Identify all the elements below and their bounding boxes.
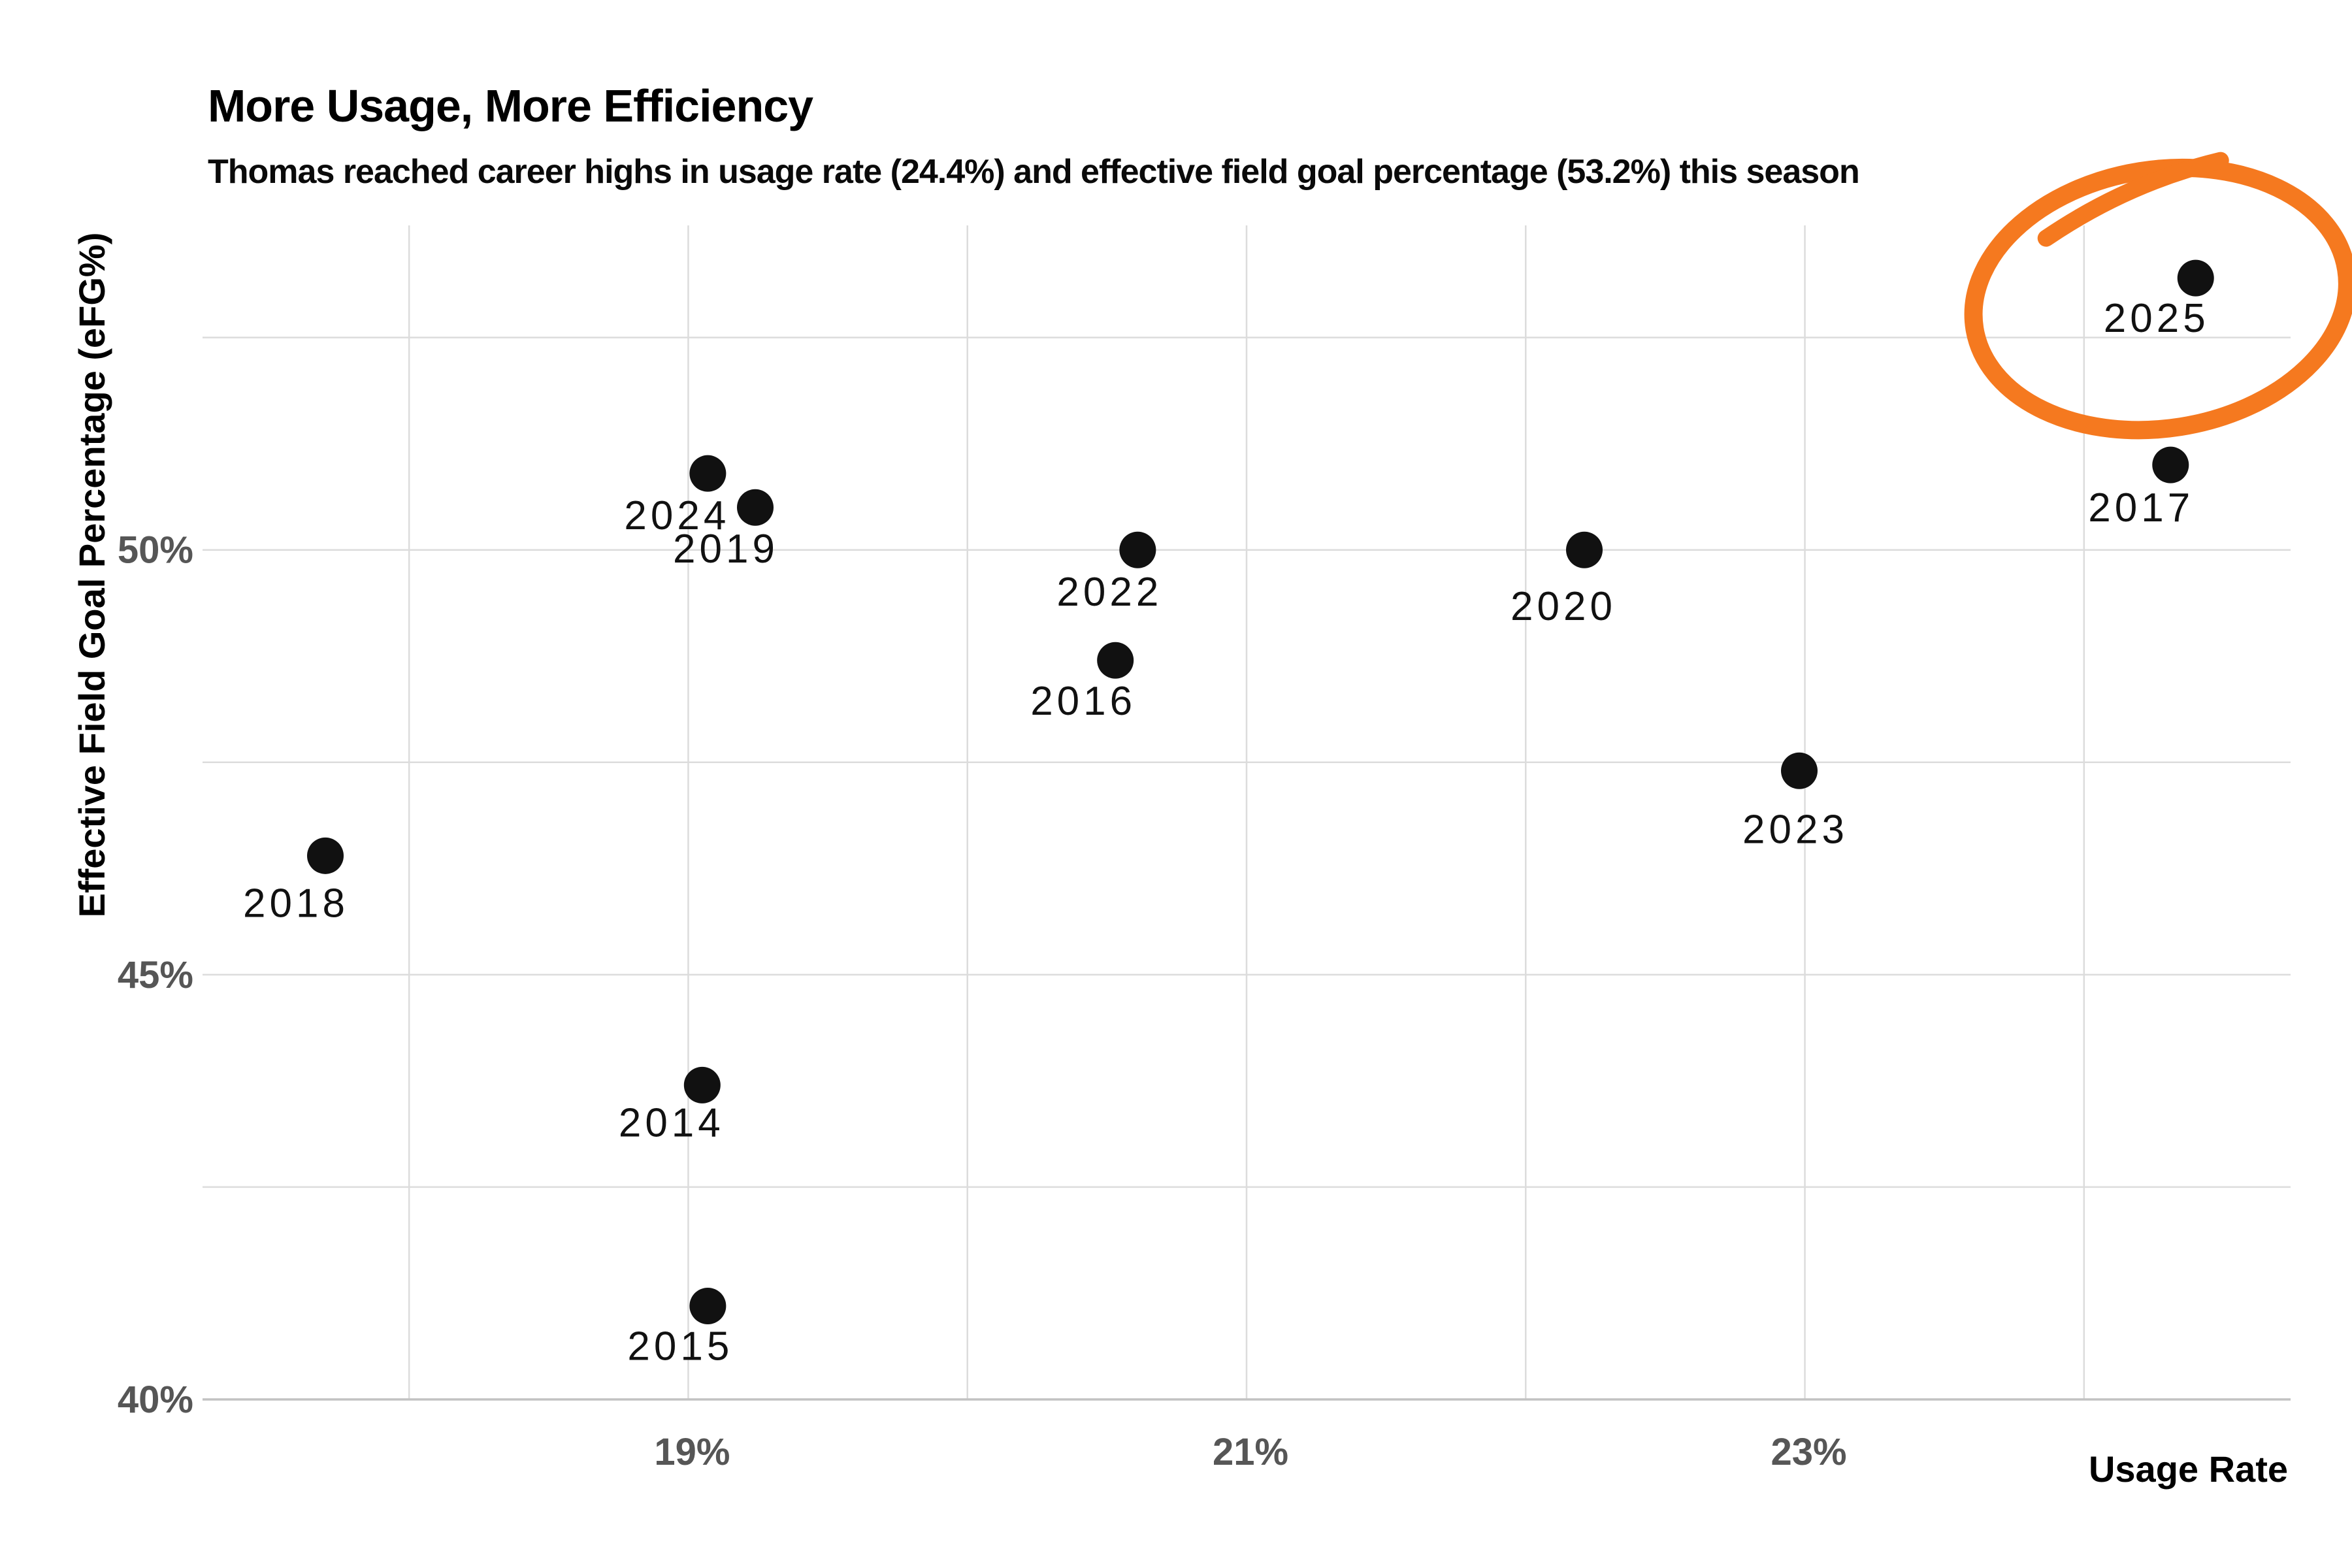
chart-title: More Usage, More Efficiency [208, 80, 813, 131]
data-point-2019 [737, 489, 774, 526]
hand-drawn-circle-annotation [1964, 158, 2352, 440]
y-tick-label: 45% [118, 954, 193, 996]
data-point-2016 [1097, 642, 1134, 679]
data-point-2022 [1119, 531, 1156, 568]
tick-layer: 19% 21% 23% 40% 45% 50% [118, 529, 1847, 1473]
y-tick-label: 50% [118, 529, 193, 572]
data-point-2015 [689, 1287, 727, 1324]
data-point-2017 [2152, 446, 2189, 483]
data-point-2018 [307, 837, 344, 874]
point-label-2019: 2019 [673, 527, 779, 572]
y-tick-label: 40% [118, 1379, 193, 1421]
x-tick-label: 21% [1213, 1431, 1288, 1473]
data-point-2023 [1781, 752, 1818, 789]
chart-subtitle: Thomas reached career highs in usage rat… [208, 153, 1859, 191]
x-axis-title: Usage Rate [2089, 1448, 2288, 1490]
data-point-2024 [689, 455, 727, 492]
point-label-2024: 2024 [624, 493, 730, 538]
point-label-2016: 2016 [1030, 679, 1136, 724]
point-label-2018: 2018 [243, 881, 349, 926]
point-label-2025: 2025 [2104, 296, 2210, 341]
annotation-layer [1964, 152, 2352, 440]
point-label-2014: 2014 [619, 1100, 725, 1145]
data-point-2020 [1566, 531, 1603, 568]
points-layer: 2014 2015 2016 2017 2018 2019 2020 2022 2023 2024… [243, 259, 2214, 1369]
x-tick-label: 19% [654, 1431, 730, 1473]
point-label-2023: 2023 [1742, 807, 1848, 852]
point-label-2020: 2020 [1511, 584, 1616, 629]
point-label-2015: 2015 [627, 1324, 733, 1369]
hand-drawn-circle-tail [2037, 152, 2229, 247]
grid-layer [203, 225, 2291, 1401]
x-tick-label: 23% [1771, 1431, 1846, 1473]
point-label-2017: 2017 [2088, 485, 2194, 531]
y-axis-title: Effective Field Goal Percentage (eFG%) [71, 233, 112, 918]
point-label-2022: 2022 [1056, 570, 1162, 615]
data-point-2014 [683, 1066, 721, 1103]
data-point-2025 [2177, 259, 2214, 297]
